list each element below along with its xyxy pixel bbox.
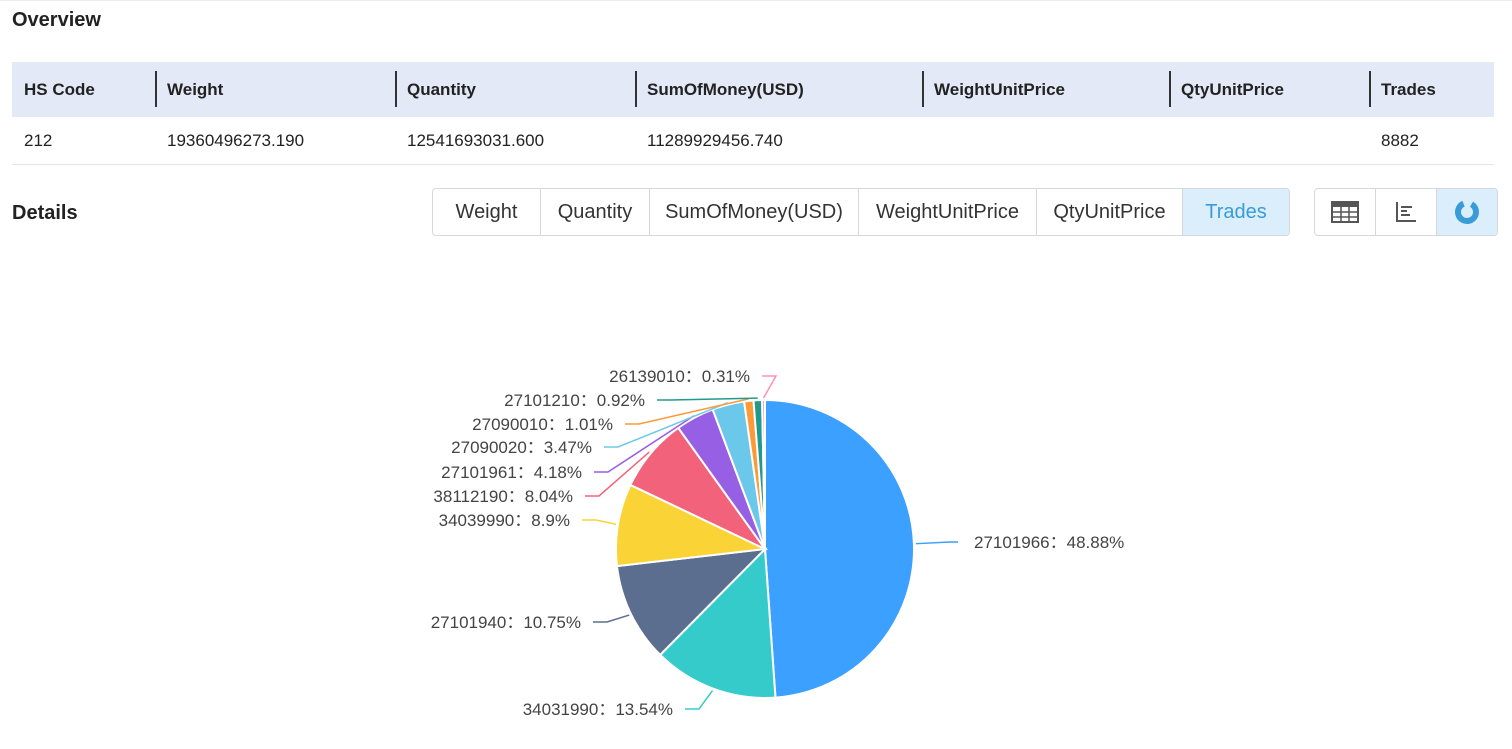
table-view-button[interactable]	[1315, 189, 1376, 235]
pie-slice-27101940[interactable]	[615, 547, 768, 657]
tab-qty-unit-price[interactable]: QtyUnitPrice	[1037, 189, 1183, 235]
tab-quantity[interactable]: Quantity	[541, 189, 650, 235]
column-separator	[395, 71, 397, 107]
label-line-27101940	[593, 614, 630, 623]
column-separator	[922, 71, 924, 107]
cell-qty-unit-price	[1169, 117, 1369, 165]
column-header-label: QtyUnitPrice	[1181, 79, 1284, 99]
slice-label-27101961: 27101961：4.18%	[441, 463, 582, 482]
label-line-27101966	[915, 541, 958, 545]
column-header-label: WeightUnitPrice	[934, 79, 1065, 99]
column-separator	[635, 71, 637, 107]
pie-slice-27101966[interactable]	[764, 398, 915, 699]
cell-quantity: 12541693031.600	[395, 117, 635, 165]
cell-trades: 8882	[1369, 117, 1494, 165]
column-separator	[1169, 71, 1171, 107]
slice-label-27090010: 27090010：1.01%	[472, 415, 613, 434]
details-title: Details	[12, 202, 78, 224]
cell-hs-code: 212	[12, 117, 155, 165]
label-line-27101961	[594, 415, 695, 473]
pie-slice-34031990[interactable]	[658, 546, 777, 699]
tab-weight-unit-price[interactable]: WeightUnitPrice	[859, 189, 1037, 235]
label-line-27090020	[604, 401, 728, 448]
view-switcher	[1314, 188, 1498, 236]
slice-label-27101966: 27101966：48.88%	[974, 533, 1124, 552]
top-divider	[0, 0, 1512, 1]
column-separator	[1369, 71, 1371, 107]
column-header-label: Weight	[167, 79, 224, 99]
column-header-quantity: Quantity	[395, 62, 635, 117]
label-line-34039990	[582, 519, 617, 525]
slice-label-27101210: 27101210：0.92%	[504, 391, 645, 410]
column-header-qty-unit-price: QtyUnitPrice	[1169, 62, 1369, 117]
overview-table: HS Code Weight Quantity SumOfMoney(USD) …	[12, 62, 1494, 165]
pie-chart-view-button[interactable]	[1437, 189, 1497, 235]
cell-sum-of-money: 11289929456.740	[635, 117, 922, 165]
label-line-26139010	[762, 375, 778, 399]
column-separator	[155, 71, 157, 107]
slice-label-27090020: 27090020：3.47%	[451, 438, 592, 457]
column-header-hs-code: HS Code	[12, 62, 155, 117]
column-header-label: Quantity	[407, 79, 476, 99]
overview-header-row: HS Code Weight Quantity SumOfMoney(USD) …	[12, 62, 1494, 117]
tab-weight[interactable]: Weight	[433, 189, 541, 235]
column-header-label: HS Code	[24, 79, 95, 99]
bar-chart-view-button[interactable]	[1376, 189, 1437, 235]
label-line-38112190	[585, 451, 650, 497]
slice-label-27101940: 27101940：10.75%	[431, 613, 581, 632]
column-header-trades: Trades	[1369, 62, 1494, 117]
column-header-label: SumOfMoney(USD)	[647, 79, 804, 99]
table-icon	[1331, 201, 1359, 223]
slice-label-38112190: 38112190：8.04%	[433, 487, 573, 506]
pie-slice-26139010[interactable]	[761, 398, 766, 550]
column-header-weight: Weight	[155, 62, 395, 117]
column-header-sum-of-money: SumOfMoney(USD)	[635, 62, 922, 117]
slice-label-34031990: 34031990：13.54%	[523, 700, 673, 719]
pie-chart-icon	[1455, 200, 1479, 224]
column-header-weight-unit-price: WeightUnitPrice	[922, 62, 1169, 117]
tab-sum-of-money[interactable]: SumOfMoney(USD)	[650, 189, 859, 235]
pie-slice-34039990[interactable]	[615, 483, 769, 568]
slice-label-34039990: 34039990：8.9%	[439, 511, 570, 530]
overview-title: Overview	[12, 9, 101, 31]
label-line-34031990	[685, 690, 714, 710]
metric-tabs: Weight Quantity SumOfMoney(USD) WeightUn…	[432, 188, 1290, 236]
slice-label-26139010: 26139010：0.31%	[609, 367, 750, 386]
label-line-27101210	[657, 397, 758, 401]
cell-weight: 19360496273.190	[155, 117, 395, 165]
bar-chart-icon	[1396, 202, 1416, 222]
column-header-label: Trades	[1381, 79, 1436, 99]
tab-trades[interactable]: Trades	[1183, 189, 1289, 235]
cell-weight-unit-price	[922, 117, 1169, 165]
pie-chart: 27101966：48.88% 34031990：13.54% 27101940：1…	[431, 367, 1125, 719]
table-row: 212 19360496273.190 12541693031.600 1128…	[12, 117, 1494, 165]
label-line-27090010	[625, 398, 749, 425]
